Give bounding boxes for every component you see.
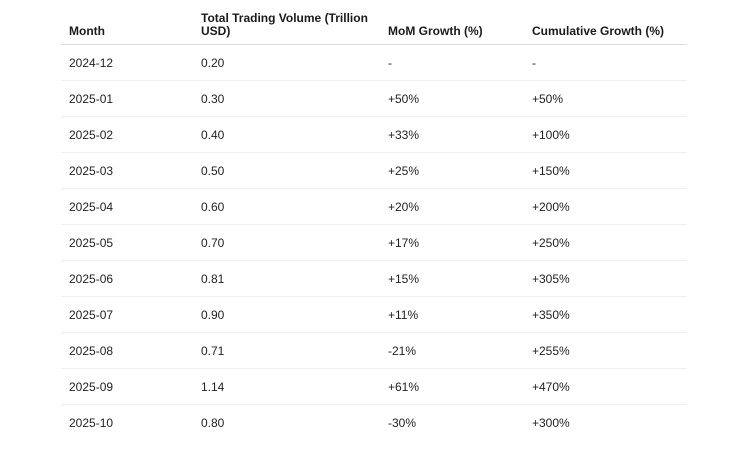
- cell-cumulative-growth: -: [524, 44, 687, 81]
- cell-mom-growth: +33%: [380, 116, 524, 153]
- cell-total-volume: 0.71: [193, 332, 380, 369]
- header-row: Month Total Trading Volume (Trillion USD…: [61, 8, 687, 45]
- cell-total-volume: 0.40: [193, 116, 380, 153]
- cell-month: 2025-08: [61, 332, 193, 369]
- cell-cumulative-growth: +300%: [532, 415, 570, 430]
- cell-cumulative-growth: +200%: [524, 188, 687, 225]
- cell-mom-growth: +61%: [380, 368, 524, 405]
- cell-total-volume: 0.81: [193, 260, 380, 297]
- table-body: 2024-12 0.20- -2025-01 0.30 +50% +50% 2025-02 0…: [61, 44, 687, 441]
- table-row: 2025-07 0.90 +11% +350%: [61, 296, 687, 333]
- cell-total-volume: 1.14: [193, 368, 380, 405]
- table-row: 2024-12 0.20- -: [61, 44, 687, 81]
- cell-total-volume: 0.50: [193, 152, 380, 189]
- header-mom-growth: MoM Growth (%): [380, 8, 524, 45]
- table-row: 2025-03 0.50 +25% +150%: [61, 152, 687, 189]
- cell-cumulative-growth: +50%: [524, 80, 687, 117]
- cell-month: 2025-01: [61, 80, 193, 117]
- cell-cumulative-growth: +350%: [524, 296, 687, 333]
- cell-month: 2025-10: [69, 415, 114, 430]
- cell-total-volume: 0.60: [193, 188, 380, 225]
- cell-cumulative-growth: +305%: [524, 260, 687, 297]
- cell-mom-growth: +11%: [380, 296, 524, 333]
- table-row: 2025-06 0.81 +15% +305%: [61, 260, 687, 297]
- cell-total-volume: 0.20: [193, 44, 380, 81]
- cell-mom-growth: -: [380, 44, 524, 81]
- cell-cumulative-growth: +250%: [524, 224, 687, 261]
- cell-month: 2024-12: [61, 44, 193, 81]
- cell-mom-growth: -30%: [388, 415, 417, 430]
- cell-total-volume: 0.90: [193, 296, 380, 333]
- table-row: 2025-09 1.14 +61% +470%: [61, 368, 687, 405]
- cell-total-volume: 0.30: [193, 80, 380, 117]
- table-row: 2025-08 0.71 -21% +255%: [61, 332, 687, 369]
- cell-total-volume: 0.70: [193, 224, 380, 261]
- cell-month: 2025-05: [61, 224, 193, 261]
- cell-cumulative-growth: +100%: [524, 116, 687, 153]
- cell-month: 2025-06: [61, 260, 193, 297]
- cell-month: 2025-09: [61, 368, 193, 405]
- table-header: Month Total Trading Volume (Trillion USD…: [61, 8, 687, 45]
- cell-month: 2025-04: [61, 188, 193, 225]
- table-row: 2025-01 0.30 +50% +50%: [61, 80, 687, 117]
- cell-month: 2025-07: [61, 296, 193, 333]
- header-total-trading-volume: Total Trading Volume (Trillion USD): [193, 8, 380, 45]
- table-row: 2025-10 0.80 -30% +300%: [61, 405, 687, 441]
- cell-month: 2025-03: [61, 152, 193, 189]
- header-month: Month: [61, 8, 193, 45]
- cell-mom-growth: +25%: [380, 152, 524, 189]
- header-cumulative-growth: Cumulative Growth (%): [524, 8, 687, 45]
- cell-total-volume: 0.80: [201, 415, 225, 430]
- cell-mom-growth: -21%: [380, 332, 524, 369]
- table-row: 2025-04 0.60 +20% +200%: [61, 188, 687, 225]
- cell-cumulative-growth: +470%: [524, 368, 687, 405]
- cell-cumulative-growth: +255%: [524, 332, 687, 369]
- table-row: 2025-05 0.70 +17% +250%: [61, 224, 687, 261]
- cell-cumulative-growth: +150%: [524, 152, 687, 189]
- trading-volume-table: Month Total Trading Volume (Trillion USD…: [61, 8, 687, 440]
- table-row: 2025-02 0.40 +33% +100%: [61, 116, 687, 153]
- cell-mom-growth: +15%: [380, 260, 524, 297]
- cell-mom-growth: +50%: [380, 80, 524, 117]
- cell-month: 2025-02: [61, 116, 193, 153]
- cell-mom-growth: +17%: [380, 224, 524, 261]
- cell-mom-growth: +20%: [380, 188, 524, 225]
